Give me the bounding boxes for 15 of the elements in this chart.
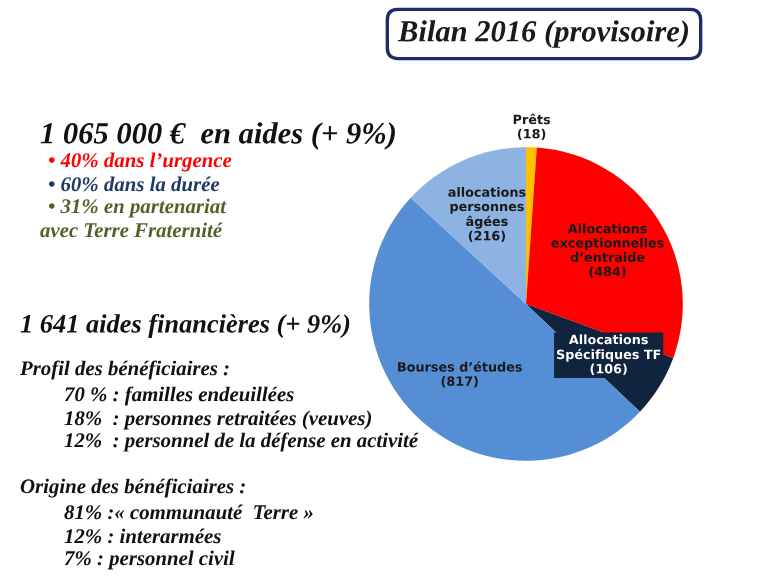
text: 1 641 aides financières (+ 9%) xyxy=(20,313,350,339)
text: • 31% en partenariat xyxy=(48,198,227,218)
text: 81% :« communauté Terre » xyxy=(64,504,313,520)
text: Origine des bénéficiaires : xyxy=(20,478,245,498)
text: 70 % : familles endeuillées xyxy=(64,386,294,406)
text: 7% : personnel civil xyxy=(64,550,235,570)
text: avec Terre Fraternité xyxy=(40,222,223,238)
text: 18% : personnes retraitées (veuves) xyxy=(64,410,372,430)
text: • 60% dans la durée xyxy=(48,176,220,192)
text: • 40% dans l’urgence xyxy=(48,152,232,172)
chart-title: Bilan 2016 (provisoire) xyxy=(397,20,689,48)
text: 12% : interarmées xyxy=(64,528,221,544)
text: Profil des bénéficiaires : xyxy=(19,360,229,380)
text: 1 065 000 € en aides (+ 9%) xyxy=(40,122,395,150)
text: 12% : personnel de la défense en activité xyxy=(64,432,419,452)
